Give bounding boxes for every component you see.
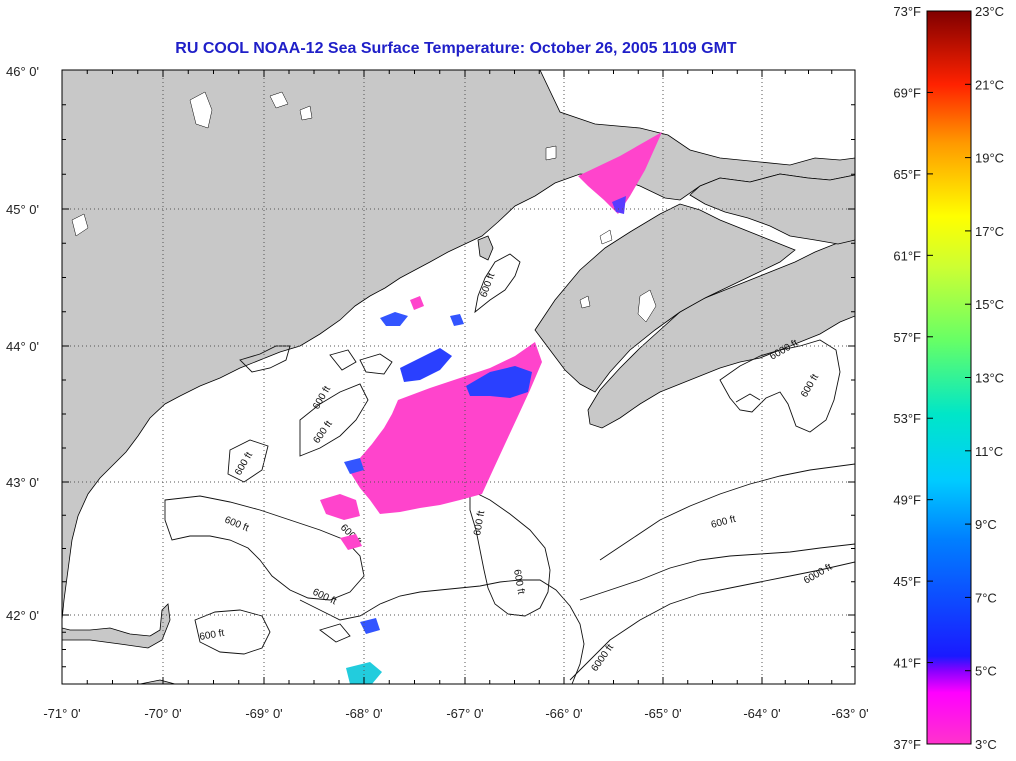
sst-patch-small-4 <box>450 314 464 326</box>
lakes <box>71 91 657 323</box>
colorbar-c-label: 15°C <box>975 297 1004 312</box>
colorbar-c-ticks: 23°C 21°C 19°C 17°C 15°C 13°C 11°C 9°C 7°C 5°C 3°C <box>965 4 1004 752</box>
colorbar-f-ticks: 73°F 69°F 65°F 61°F 57°F 53°F 49°F 45°F 41°F 37°F <box>893 4 933 752</box>
land-nova-scotia <box>587 239 855 429</box>
lon-tick-label: -65° 0' <box>644 706 681 721</box>
colorbar-f-label: 37°F <box>893 737 921 752</box>
contour-label: 600 ft <box>199 628 226 643</box>
lon-tick-label: -68° 0' <box>345 706 382 721</box>
colorbar-gradient <box>926 10 972 745</box>
contour-label: 600 ft <box>511 569 526 596</box>
colorbar-c-label: 9°C <box>975 517 997 532</box>
land-cape-cod <box>62 603 171 649</box>
colorbar-f-label: 65°F <box>893 167 921 182</box>
colorbar-c-label: 5°C <box>975 664 997 679</box>
lon-tick-label: -70° 0' <box>144 706 181 721</box>
colorbar-f-label: 61°F <box>893 248 921 263</box>
depth-contours <box>164 253 855 684</box>
land-fundy-shore <box>534 203 796 393</box>
colorbar-c-label: 23°C <box>975 4 1004 19</box>
lat-tick-label: 45° 0' <box>6 202 39 217</box>
contour-label: 600 ft <box>472 510 487 537</box>
lat-tick-label: 44° 0' <box>6 339 39 354</box>
colorbar-f-label: 49°F <box>893 493 921 508</box>
land-masses <box>62 70 855 684</box>
sst-patch-small-7 <box>340 534 362 550</box>
colorbar-f-label: 41°F <box>893 656 921 671</box>
sst-patch-small-1 <box>380 312 408 326</box>
colorbar-c-label: 11°C <box>975 444 1003 459</box>
lon-tick-label: -67° 0' <box>446 706 483 721</box>
colorbar-c-label: 7°C <box>975 590 997 605</box>
colorbar-f-label: 57°F <box>893 330 921 345</box>
sst-patch-cold-north <box>400 348 452 382</box>
land-nantucket <box>139 679 176 684</box>
sst-swath <box>320 132 662 684</box>
lon-tick-label: -66° 0' <box>545 706 582 721</box>
colorbar-f-label: 69°F <box>893 85 921 100</box>
sst-patch-cold-band <box>466 366 532 398</box>
colorbar: 73°F 69°F 65°F 61°F 57°F 53°F 49°F 45°F 41°F 37°F… <box>893 4 1004 752</box>
gridlines <box>62 70 855 684</box>
colorbar-c-label: 3°C <box>975 737 997 752</box>
sst-patch-small-6 <box>346 662 382 684</box>
colorbar-c-label: 19°C <box>975 151 1004 166</box>
colorbar-f-label: 53°F <box>893 411 921 426</box>
lat-tick-labels: 46° 0' 45° 0' 44° 0' 43° 0' 42° 0' <box>6 64 39 623</box>
lat-tick-label: 42° 0' <box>6 608 39 623</box>
lon-tick-label: -71° 0' <box>43 706 80 721</box>
sst-patch-small-3 <box>410 296 424 310</box>
land-new-england <box>62 70 855 621</box>
sst-patch-small-8 <box>344 458 364 474</box>
lat-tick-label: 43° 0' <box>6 475 39 490</box>
colorbar-c-label: 21°C <box>975 77 1004 92</box>
lon-tick-label: -63° 0' <box>831 706 868 721</box>
map-border <box>61 69 856 685</box>
colorbar-f-label: 45°F <box>893 574 921 589</box>
colorbar-c-label: 13°C <box>975 371 1004 386</box>
colorbar-c-label: 17°C <box>975 224 1004 239</box>
lon-tick-labels: -71° 0' -70° 0' -69° 0' -68° 0' -67° 0' … <box>43 706 868 721</box>
lon-tick-label: -64° 0' <box>743 706 780 721</box>
sst-patch-small-2 <box>320 494 360 520</box>
sst-patch-fundy <box>578 132 662 214</box>
land-nova-scotia-north <box>689 100 855 245</box>
lat-tick-label: 46° 0' <box>6 64 39 79</box>
lon-tick-label: -69° 0' <box>245 706 282 721</box>
figure-title: RU COOL NOAA-12 Sea Surface Temperature:… <box>175 40 737 57</box>
land-grand-manan <box>477 235 494 261</box>
map-area: 600 ft 600 ft 600 ft 600 ft 600 ft 600 f… <box>62 70 855 684</box>
sst-patch-small-5 <box>360 618 380 634</box>
axis-ticks <box>61 69 855 684</box>
colorbar-f-label: 73°F <box>893 4 921 19</box>
